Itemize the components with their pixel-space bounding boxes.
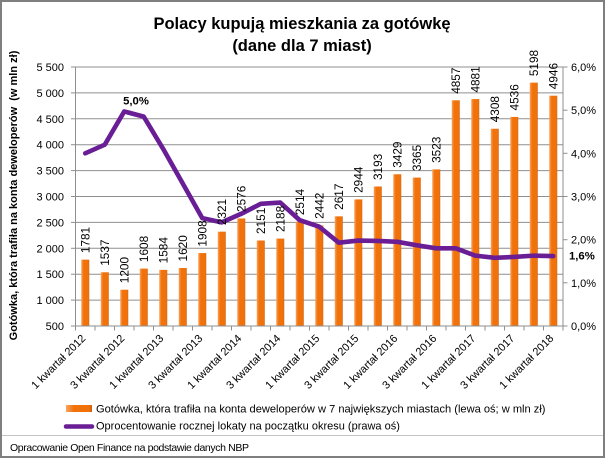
svg-text:2151: 2151 xyxy=(254,208,268,234)
svg-text:4857: 4857 xyxy=(449,68,463,94)
svg-text:3365: 3365 xyxy=(410,144,424,171)
svg-text:Polacy kupują mieszkania za go: Polacy kupują mieszkania za gotówkę xyxy=(153,15,450,33)
svg-text:2442: 2442 xyxy=(312,193,326,219)
svg-text:2576: 2576 xyxy=(234,185,248,212)
svg-text:5 000: 5 000 xyxy=(36,88,64,100)
svg-text:3 000: 3 000 xyxy=(36,191,64,203)
svg-text:(dane dla 7 miast): (dane dla 7 miast) xyxy=(232,37,371,55)
svg-text:2944: 2944 xyxy=(351,166,365,193)
svg-text:2617: 2617 xyxy=(332,184,346,210)
svg-text:4 000: 4 000 xyxy=(36,140,64,152)
svg-text:4881: 4881 xyxy=(468,66,482,92)
svg-text:2,0%: 2,0% xyxy=(571,235,596,247)
svg-text:3193: 3193 xyxy=(371,153,385,180)
svg-text:6,0%: 6,0% xyxy=(571,62,596,74)
svg-text:5 500: 5 500 xyxy=(36,62,64,74)
svg-text:4308: 4308 xyxy=(488,96,502,123)
svg-text:1200: 1200 xyxy=(117,257,131,284)
svg-text:3,0%: 3,0% xyxy=(571,191,596,203)
svg-text:5,0%: 5,0% xyxy=(123,96,149,108)
svg-text:1908: 1908 xyxy=(195,220,209,247)
svg-text:4 500: 4 500 xyxy=(36,114,64,126)
svg-text:1,0%: 1,0% xyxy=(571,278,596,290)
svg-text:1584: 1584 xyxy=(156,237,170,264)
svg-text:1 500: 1 500 xyxy=(36,269,64,281)
svg-text:4536: 4536 xyxy=(507,84,521,111)
svg-text:2188: 2188 xyxy=(273,205,287,232)
svg-text:4,0%: 4,0% xyxy=(571,148,596,160)
svg-text:1620: 1620 xyxy=(176,235,190,262)
svg-text:Oprocentowanie rocznej lokaty: Oprocentowanie rocznej lokaty na początk… xyxy=(96,421,400,433)
svg-text:2514: 2514 xyxy=(293,188,307,215)
svg-text:Gotówka, która trafiła na kont: Gotówka, która trafiła na konta dewelope… xyxy=(8,50,20,340)
svg-text:5,0%: 5,0% xyxy=(571,105,596,117)
svg-text:3429: 3429 xyxy=(390,142,404,168)
svg-text:5198: 5198 xyxy=(527,49,541,76)
svg-text:3523: 3523 xyxy=(429,136,443,163)
svg-text:1,6%: 1,6% xyxy=(569,251,595,263)
svg-text:1608: 1608 xyxy=(137,235,151,262)
svg-text:4946: 4946 xyxy=(546,63,560,90)
svg-text:2321: 2321 xyxy=(215,199,229,225)
svg-text:2 500: 2 500 xyxy=(36,217,64,229)
svg-text:1537: 1537 xyxy=(98,240,112,266)
svg-text:1781: 1781 xyxy=(78,227,92,253)
svg-text:500: 500 xyxy=(46,321,64,333)
svg-text:1 000: 1 000 xyxy=(36,295,64,307)
svg-text:3 500: 3 500 xyxy=(36,166,64,178)
svg-text:Opracowanie Open Finance na po: Opracowanie Open Finance na podstawie da… xyxy=(10,442,249,454)
svg-text:Gotówka, która trafiła na kont: Gotówka, która trafiła na konta dewelope… xyxy=(96,404,545,416)
svg-text:2 000: 2 000 xyxy=(36,243,64,255)
svg-text:0,0%: 0,0% xyxy=(571,321,596,333)
